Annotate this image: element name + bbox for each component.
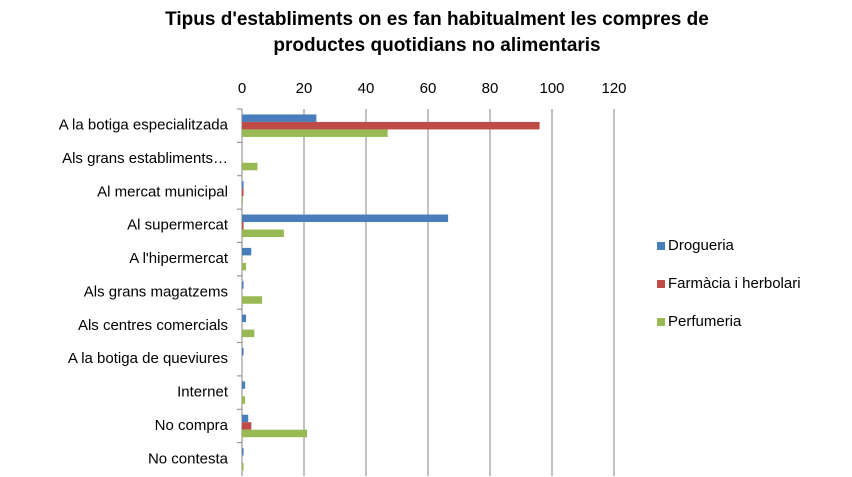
bar — [242, 121, 540, 130]
x-tick-label: 40 — [358, 80, 375, 97]
bar — [242, 262, 247, 271]
bar — [242, 448, 244, 456]
legend-label: Drogueria — [668, 237, 735, 254]
bar — [242, 463, 244, 471]
legend-label: Farmàcia i herbolari — [668, 275, 801, 292]
x-tick-label: 100 — [539, 80, 564, 97]
y-tick-label: Als grans establiments… — [62, 150, 228, 167]
y-tick-label: Als grans magatzems — [84, 283, 228, 300]
bar — [242, 129, 388, 137]
bar — [242, 347, 244, 356]
x-tick-label: 120 — [601, 80, 626, 97]
legend-label: Perfumeria — [668, 313, 742, 330]
x-tick-label: 80 — [482, 80, 499, 97]
bar — [242, 114, 317, 122]
y-tick-label: A l'hipermercat — [129, 250, 229, 267]
y-tick-label: No compra — [155, 417, 229, 434]
bar — [242, 188, 244, 197]
legend-swatch — [657, 318, 665, 326]
bar — [242, 229, 284, 238]
chart-title: Tipus d'establiments on es fan habitualm… — [165, 9, 709, 30]
x-tick-label: 20 — [296, 80, 313, 97]
bar — [242, 222, 244, 230]
bar — [242, 162, 258, 171]
legend-swatch — [657, 242, 665, 250]
bar — [242, 422, 252, 430]
bar — [242, 281, 244, 289]
legend-swatch — [657, 280, 665, 288]
bar — [242, 329, 255, 338]
y-tick-label: A la botiga especialitzada — [59, 117, 229, 134]
y-tick-label: No contesta — [148, 450, 229, 467]
y-tick-label: Al mercat municipal — [97, 183, 228, 200]
bar — [242, 314, 247, 323]
bar — [242, 296, 263, 304]
bar — [242, 414, 249, 423]
chart-title: productes quotidians no alimentaris — [273, 35, 600, 56]
bar — [242, 396, 246, 404]
bar — [242, 181, 244, 189]
y-tick-label: Internet — [177, 384, 229, 401]
bar — [242, 381, 246, 389]
bar — [242, 214, 449, 223]
bar — [242, 196, 243, 204]
x-tick-label: 60 — [420, 80, 437, 97]
y-tick-label: Als centres comercials — [78, 317, 228, 334]
bar — [242, 247, 252, 256]
x-tick-label: 0 — [238, 80, 246, 97]
y-tick-label: Al supermercat — [127, 217, 229, 234]
y-tick-label: A la botiga de queviures — [68, 350, 228, 367]
bar — [242, 429, 308, 438]
